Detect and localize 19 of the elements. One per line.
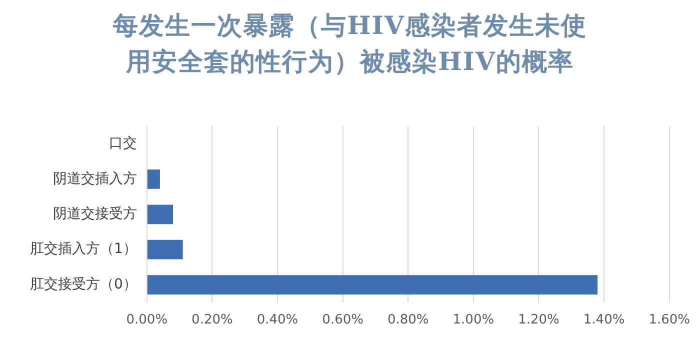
x-tick-label: 1.60% [648, 312, 690, 328]
y-tick-label: 肛交接受方（0） [30, 276, 137, 292]
bar [147, 275, 598, 294]
y-tick-label: 口交 [108, 136, 137, 152]
x-tick-label: 1.40% [583, 312, 625, 328]
x-tick-label: 1.20% [518, 312, 560, 328]
x-tick-label: 0.20% [192, 312, 233, 328]
x-tick-label: 0.80% [387, 312, 429, 328]
x-tick-label: 0.40% [256, 312, 298, 328]
chart-title: 每发生一次暴露（与HIV感染者发生未使用安全套的性行为）被感染HIV的概率 [112, 10, 588, 78]
x-tick-label: 1.00% [452, 312, 494, 328]
y-tick-label: 肛交插入方（1） [30, 241, 137, 258]
bar [147, 240, 183, 260]
bar [147, 170, 160, 189]
bar [147, 204, 174, 224]
x-tick-label: 0.60% [322, 312, 364, 328]
y-tick-label: 阴道交接受方 [52, 206, 137, 222]
y-tick-label: 阴道交插入方 [52, 170, 137, 187]
x-tick-label: 0.00% [126, 312, 168, 328]
